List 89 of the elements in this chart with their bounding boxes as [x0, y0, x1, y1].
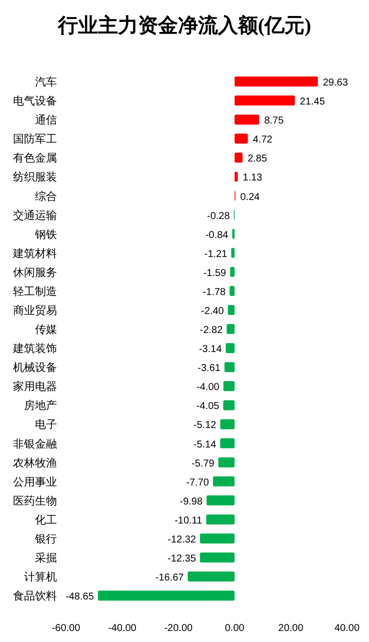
x-tick-label: 0.00	[224, 623, 245, 634]
bar	[226, 343, 235, 354]
y-tick-label: 化工	[35, 514, 57, 526]
data-label: -3.61	[198, 363, 221, 374]
bar	[188, 572, 235, 582]
bar	[200, 533, 235, 544]
x-tick-label: -20.00	[164, 623, 194, 634]
y-tick-label: 采掘	[35, 552, 57, 565]
x-tick-label: -40.00	[108, 623, 137, 634]
data-label: -4.05	[196, 401, 220, 412]
bar	[98, 590, 235, 601]
y-tick-label: 国防军工	[13, 132, 57, 146]
bar	[200, 552, 235, 563]
y-tick-label: 建筑材料	[12, 246, 57, 260]
data-label: -5.12	[193, 420, 217, 432]
bar	[206, 514, 235, 524]
y-tick-label: 有色金属	[13, 152, 57, 165]
data-label: -48.65	[66, 592, 94, 603]
y-tick-label: 综合	[35, 190, 57, 203]
bar	[230, 266, 235, 277]
bar	[224, 362, 235, 372]
y-tick-label: 休闲服务	[13, 266, 57, 279]
bar	[218, 457, 235, 468]
bar	[234, 96, 295, 106]
data-label: 1.13	[242, 172, 263, 184]
y-tick-label: 机械设备	[13, 361, 57, 374]
y-tick-label: 商业贸易	[13, 304, 57, 317]
bar	[231, 248, 235, 258]
y-tick-label: 建筑装饰	[12, 342, 57, 356]
bar	[223, 400, 235, 410]
y-tick-label: 通信	[35, 114, 57, 127]
data-label: -1.21	[204, 248, 228, 260]
y-tick-label: 食品饮料	[13, 590, 57, 603]
y-tick-label: 电气设备	[13, 94, 57, 108]
x-tick-label: 40.00	[334, 623, 360, 634]
y-tick-label: 农林牧渔	[13, 456, 57, 470]
y-tick-label: 银行	[34, 533, 57, 546]
y-tick-label: 计算机	[24, 570, 57, 584]
bar	[234, 76, 318, 87]
data-label: -12.32	[168, 534, 196, 546]
data-label: -2.40	[201, 306, 224, 317]
chart-title: 行业主力资金净流入额(亿元)	[56, 14, 312, 37]
x-tick-label: 20.00	[278, 623, 304, 634]
data-label: -10.11	[174, 515, 203, 526]
data-label: -16.67	[155, 572, 184, 584]
bar	[220, 419, 235, 430]
data-label: -4.00	[196, 382, 220, 394]
data-label: 4.72	[252, 134, 273, 146]
y-tick-label: 房地产	[24, 399, 57, 412]
bar	[234, 152, 243, 163]
data-label: -3.14	[198, 344, 222, 356]
y-tick-label: 钢铁	[34, 228, 57, 241]
data-label: 0.24	[240, 192, 260, 203]
y-tick-label: 轻工制造	[13, 284, 57, 298]
bar	[206, 495, 235, 506]
y-tick-label: 医药生物	[13, 494, 57, 508]
y-tick-label: 公用事业	[13, 475, 57, 488]
data-label: -2.82	[200, 325, 224, 336]
y-tick-label: 交通运输	[13, 208, 57, 222]
data-label: 29.63	[322, 78, 348, 89]
bar	[234, 114, 260, 125]
data-label: 21.45	[300, 96, 326, 108]
y-tick-label: 电子	[35, 418, 57, 432]
data-label: -1.78	[202, 286, 226, 298]
data-label: 2.85	[248, 154, 268, 165]
bar	[212, 476, 235, 486]
data-label: -7.70	[186, 477, 210, 488]
data-label: 8.75	[264, 116, 284, 127]
y-tick-label: 传媒	[35, 324, 57, 336]
bar	[226, 324, 235, 334]
data-label: -9.98	[180, 496, 203, 508]
data-label: -0.28	[207, 210, 230, 222]
y-tick-label: 纺织服装	[13, 170, 57, 184]
bar	[232, 228, 235, 239]
bar	[230, 286, 235, 296]
y-tick-label: 非银金融	[13, 437, 57, 450]
data-label: -5.79	[192, 458, 215, 470]
data-label: -1.59	[203, 268, 227, 279]
bar	[228, 305, 235, 315]
x-tick-label: -60.00	[52, 623, 81, 634]
bar	[234, 172, 238, 182]
bar	[223, 381, 235, 392]
bar	[234, 134, 248, 144]
data-label: -12.35	[168, 554, 196, 565]
data-label: -5.14	[193, 439, 217, 450]
data-label: -0.84	[205, 230, 229, 241]
y-tick-label: 汽车	[35, 76, 57, 89]
bar	[220, 438, 235, 448]
y-tick-label: 家用电器	[13, 380, 57, 394]
